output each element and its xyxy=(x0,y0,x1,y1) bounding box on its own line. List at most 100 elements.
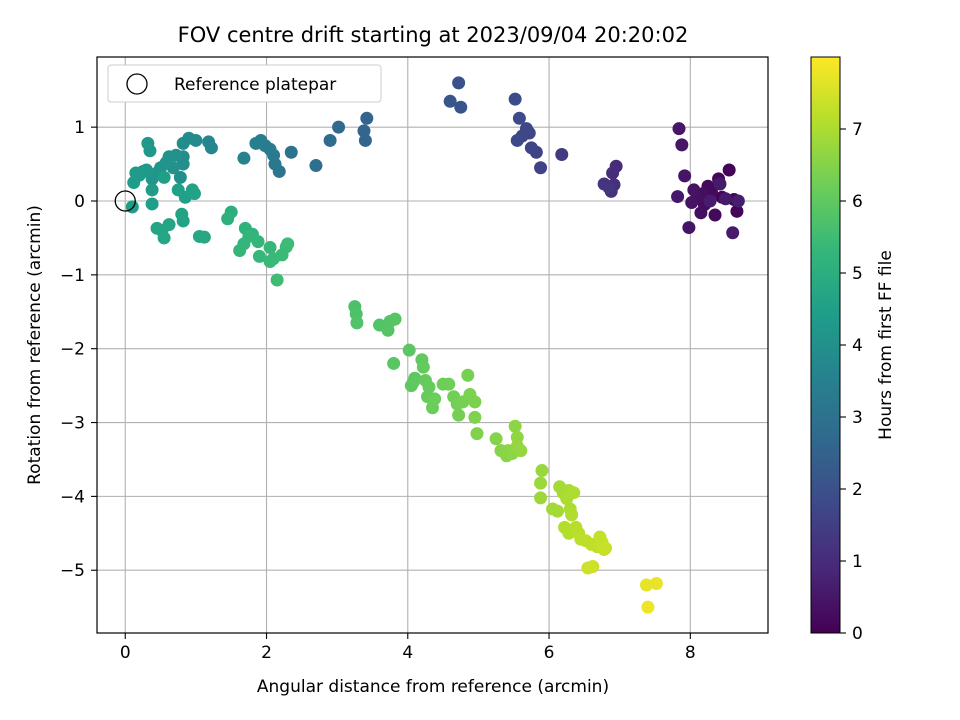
data-point xyxy=(730,204,744,218)
data-point xyxy=(555,147,569,161)
data-point xyxy=(387,356,401,370)
data-point xyxy=(406,375,420,389)
colorbar-tick-label: 7 xyxy=(852,120,863,140)
x-tick-label: 6 xyxy=(544,643,555,663)
legend-box xyxy=(107,64,382,103)
data-point xyxy=(703,194,717,208)
data-point xyxy=(173,170,187,184)
grid xyxy=(97,57,768,633)
colorbar-gradient xyxy=(810,56,841,634)
data-point xyxy=(671,190,685,204)
data-point xyxy=(176,157,190,171)
data-point xyxy=(675,138,689,152)
data-point xyxy=(237,151,251,165)
data-point xyxy=(514,444,528,458)
data-point xyxy=(381,323,395,337)
data-point xyxy=(157,231,171,245)
data-point xyxy=(145,183,159,197)
data-point xyxy=(402,343,416,357)
data-point xyxy=(534,476,548,490)
colorbar-tick-label: 5 xyxy=(852,264,863,284)
data-point xyxy=(470,427,484,441)
data-point xyxy=(454,100,468,114)
data-point xyxy=(565,508,579,522)
data-point xyxy=(722,163,736,177)
data-point xyxy=(141,136,155,150)
reference-platepar-marker xyxy=(114,190,136,212)
y-tick-label: −4 xyxy=(60,487,85,507)
data-point xyxy=(606,166,620,180)
data-point xyxy=(586,560,600,574)
y-tick-label: 1 xyxy=(74,118,85,138)
colorbar-tick-label: 6 xyxy=(852,192,863,212)
data-point xyxy=(687,183,701,197)
data-point xyxy=(233,243,247,257)
data-point xyxy=(694,206,708,220)
data-point xyxy=(416,360,430,374)
data-point xyxy=(524,141,538,155)
data-point xyxy=(176,214,190,228)
x-tick-label: 2 xyxy=(261,643,272,663)
data-point xyxy=(510,133,524,147)
data-point xyxy=(567,486,581,500)
data-point xyxy=(731,194,745,208)
data-point xyxy=(508,92,522,106)
colorbar-label: Hours from first FF file xyxy=(876,250,896,440)
data-point xyxy=(672,122,686,136)
data-point xyxy=(649,577,663,591)
data-point xyxy=(682,221,696,235)
y-tick-label: −5 xyxy=(60,561,85,581)
data-point xyxy=(512,111,526,125)
x-tick-label: 8 xyxy=(685,643,696,663)
data-point xyxy=(350,316,364,330)
data-point xyxy=(358,133,372,147)
data-point xyxy=(270,273,284,287)
data-point xyxy=(176,136,190,150)
data-point xyxy=(641,600,655,614)
data-point xyxy=(221,212,235,226)
colorbar-tick-label: 4 xyxy=(852,336,863,356)
data-point xyxy=(127,176,141,190)
data-point xyxy=(726,226,740,240)
plot-frame xyxy=(96,56,769,634)
x-tick-label: 0 xyxy=(120,643,131,663)
data-point xyxy=(357,124,371,138)
data-point xyxy=(452,408,466,422)
data-point xyxy=(323,133,337,147)
data-point xyxy=(442,377,456,391)
colorbar-tick-label: 3 xyxy=(852,408,863,428)
data-point xyxy=(551,504,565,518)
data-point xyxy=(284,145,298,159)
data-point xyxy=(534,161,548,175)
data-point xyxy=(197,230,211,244)
data-point xyxy=(489,432,503,446)
data-point xyxy=(685,195,699,209)
data-point xyxy=(708,208,722,222)
chart-title: FOV centre drift starting at 2023/09/04 … xyxy=(178,23,689,47)
data-point xyxy=(309,159,323,173)
legend-marker-reference xyxy=(126,73,148,95)
colorbar: 0 1 2 3 4 5 6 7 Hours from first FF file xyxy=(810,56,896,644)
data-point xyxy=(157,170,171,184)
x-tick-label: 4 xyxy=(402,643,413,663)
data-point xyxy=(125,200,139,214)
data-point xyxy=(461,368,475,382)
data-point xyxy=(535,464,549,478)
data-point xyxy=(422,380,436,394)
data-point xyxy=(251,235,265,249)
data-point xyxy=(719,192,733,206)
y-tick-label: −3 xyxy=(60,414,85,434)
data-point xyxy=(534,491,548,505)
data-points xyxy=(125,76,745,614)
data-point xyxy=(443,94,457,108)
colorbar-tick-label: 1 xyxy=(852,552,863,572)
y-tick-label: −2 xyxy=(60,340,85,360)
data-point xyxy=(145,197,159,211)
y-axis-ticks: −5 −4 −3 −2 −1 0 1 xyxy=(60,118,97,581)
x-axis-label: Angular distance from reference (arcmin) xyxy=(257,677,609,697)
y-tick-label: 0 xyxy=(74,192,85,212)
data-point xyxy=(468,395,482,409)
data-point xyxy=(332,120,346,134)
data-point xyxy=(263,241,277,255)
legend: Reference platepar xyxy=(107,64,382,103)
